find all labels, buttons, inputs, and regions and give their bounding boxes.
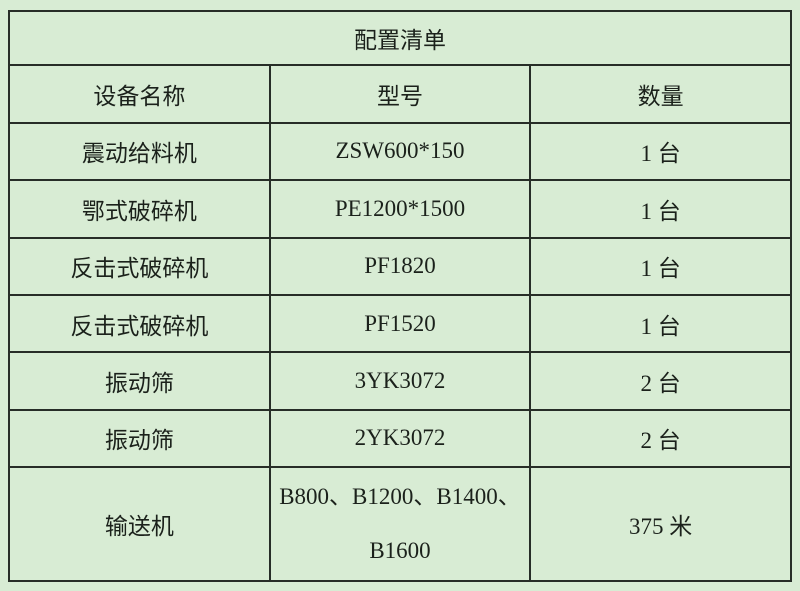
- table-row: 振动筛 2YK3072 2 台: [8, 408, 792, 469]
- cell-qty: 1 台: [529, 179, 792, 239]
- cell-device: 振动筛: [8, 351, 271, 411]
- cell-model: 3YK3072: [268, 351, 532, 411]
- column-header-model: 型号: [268, 64, 532, 124]
- cell-device: 震动给料机: [8, 121, 271, 182]
- table-row: 震动给料机 ZSW600*150 1 台: [8, 121, 792, 182]
- cell-device: 反击式破碎机: [8, 293, 271, 354]
- cell-model: ZSW600*150: [268, 121, 532, 182]
- table-row: 输送机 B800、B1200、B1400、B1600 375 米: [8, 466, 792, 582]
- cell-device: 输送机: [8, 466, 271, 582]
- cell-qty: 2 台: [529, 408, 792, 469]
- table-title: 配置清单: [8, 9, 792, 67]
- cell-device: 反击式破碎机: [8, 236, 271, 296]
- table-row: 鄂式破碎机 PE1200*1500 1 台: [8, 179, 792, 239]
- cell-model: B800、B1200、B1400、B1600: [268, 466, 532, 582]
- cell-device: 鄂式破碎机: [8, 179, 271, 239]
- cell-qty: 375 米: [529, 466, 792, 582]
- cell-model: PE1200*1500: [268, 179, 532, 239]
- config-table: 配置清单 设备名称 型号 数量 震动给料机 ZSW600*150 1 台 鄂式破…: [8, 9, 792, 582]
- column-header-qty: 数量: [529, 64, 792, 124]
- column-header-device: 设备名称: [8, 64, 271, 124]
- cell-qty: 1 台: [529, 121, 792, 182]
- cell-model: PF1520: [268, 293, 532, 354]
- cell-qty: 1 台: [529, 236, 792, 296]
- cell-device: 振动筛: [8, 408, 271, 469]
- table-header-row: 设备名称 型号 数量: [8, 64, 792, 124]
- table-row: 反击式破碎机 PF1820 1 台: [8, 236, 792, 296]
- table-row: 振动筛 3YK3072 2 台: [8, 351, 792, 411]
- cell-qty: 1 台: [529, 293, 792, 354]
- cell-qty: 2 台: [529, 351, 792, 411]
- table-row: 反击式破碎机 PF1520 1 台: [8, 293, 792, 354]
- table-title-row: 配置清单: [8, 9, 792, 67]
- cell-model: 2YK3072: [268, 408, 532, 469]
- cell-model: PF1820: [268, 236, 532, 296]
